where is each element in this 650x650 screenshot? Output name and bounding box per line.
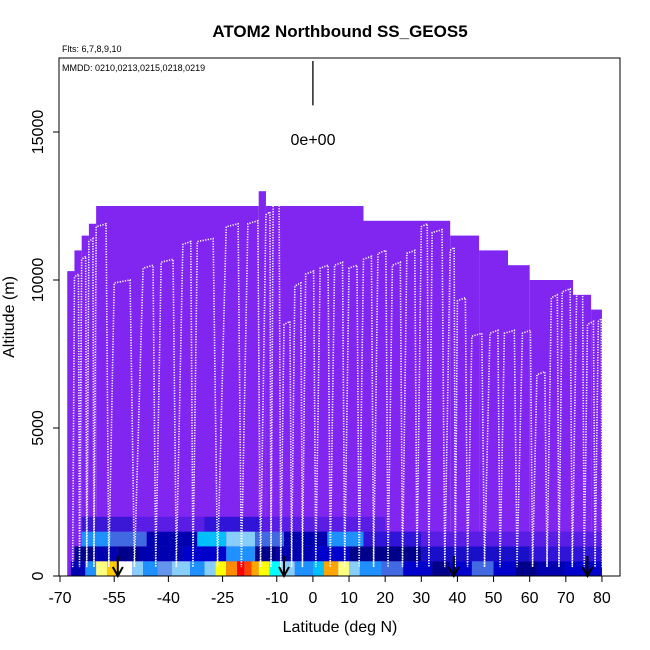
x-tick-label: -25 xyxy=(211,590,234,607)
heat-cell xyxy=(237,561,245,576)
heat-cell xyxy=(74,546,97,562)
heat-cell xyxy=(172,561,191,576)
heat-cell xyxy=(493,561,516,576)
heat-cell xyxy=(85,561,97,576)
heat-cell xyxy=(529,546,602,562)
heat-cell xyxy=(284,531,328,547)
x-tick-label: 50 xyxy=(485,590,503,607)
x-axis: -70 -55 -40 -25 -10 0 10 20 30 40 50 60 70 80 xyxy=(48,576,611,607)
heat-cell xyxy=(403,561,433,576)
heat-cell xyxy=(96,546,118,562)
field-column xyxy=(81,235,89,576)
y-tick-label: 0 xyxy=(30,571,47,580)
heat-cell xyxy=(312,546,350,562)
heat-cell xyxy=(117,546,140,562)
x-tick-label: 0 xyxy=(308,590,317,607)
heat-cell xyxy=(381,561,404,576)
heat-cell xyxy=(110,531,147,547)
heat-cell xyxy=(269,561,281,576)
heat-cell xyxy=(132,516,205,532)
y-tick-label: 15000 xyxy=(30,110,47,155)
heat-cell xyxy=(81,531,111,547)
heat-cell xyxy=(349,546,422,562)
flight-track xyxy=(71,201,603,568)
plot-area xyxy=(67,60,603,579)
heat-cell xyxy=(363,531,422,547)
heat-cell xyxy=(146,531,198,547)
field-column xyxy=(450,235,480,576)
heat-cell xyxy=(323,561,339,576)
heat-cell xyxy=(258,561,270,576)
x-tick-label: -10 xyxy=(265,590,288,607)
heat-cell xyxy=(338,561,350,576)
heat-cell xyxy=(276,546,313,562)
heat-cell xyxy=(132,561,144,576)
heat-cell xyxy=(139,546,183,562)
x-tick-label: 40 xyxy=(449,590,467,607)
field-column xyxy=(67,271,75,576)
heat-cell xyxy=(421,531,602,547)
x-tick-label: 60 xyxy=(521,590,539,607)
field-column xyxy=(258,191,266,576)
x-tick-label: 80 xyxy=(593,590,611,607)
heat-cell xyxy=(255,531,284,547)
heat-cell xyxy=(255,546,277,562)
heat-cell xyxy=(157,561,172,576)
heat-cell xyxy=(421,546,530,562)
heat-cell xyxy=(244,561,252,576)
x-tick-label: 10 xyxy=(340,590,358,607)
x-tick-label: 20 xyxy=(376,590,394,607)
heat-cell xyxy=(106,561,118,576)
heat-cell xyxy=(70,561,86,576)
heat-cell xyxy=(349,561,360,576)
x-axis-label: Latitude (deg N) xyxy=(283,619,398,636)
heat-cell xyxy=(262,516,386,532)
x-tick-label: -70 xyxy=(48,590,71,607)
heat-cell xyxy=(312,561,324,576)
heat-cell xyxy=(182,546,227,562)
y-axis: 0 5000 10000 15000 xyxy=(30,110,59,580)
heat-cell xyxy=(294,561,313,576)
x-tick-label: 30 xyxy=(412,590,430,607)
x-tick-label: -55 xyxy=(103,590,126,607)
heat-cell xyxy=(204,516,263,532)
field-column xyxy=(74,250,82,576)
heat-cell xyxy=(515,561,537,576)
heat-cell xyxy=(81,516,133,532)
x-tick-label: 70 xyxy=(557,590,575,607)
heat-cell xyxy=(143,561,158,576)
x-tick-label: -40 xyxy=(157,590,180,607)
flights-subtitle: Flts: 6,7,8,9,10 xyxy=(62,44,122,54)
heat-cell xyxy=(215,561,227,576)
colorscale-label: 0e+00 xyxy=(291,132,336,149)
plot-frame xyxy=(58,57,621,577)
heat-cell xyxy=(96,561,107,576)
field-column xyxy=(508,265,530,576)
y-axis-label: Altitude (m) xyxy=(1,276,18,358)
heat-cell xyxy=(197,531,227,547)
heat-cell xyxy=(471,561,494,576)
chart-title: ATOM2 Northbound SS_GEOS5 xyxy=(212,22,467,41)
y-tick-label: 5000 xyxy=(30,410,47,446)
heat-cell xyxy=(117,561,133,576)
heat-cell xyxy=(536,561,566,576)
heat-cell xyxy=(432,561,451,576)
heat-cell xyxy=(204,561,216,576)
heat-cell xyxy=(251,561,259,576)
dates-annotation: MMDD: 0210,0213,0215,0218,0219 xyxy=(62,63,205,73)
field-column xyxy=(88,223,97,576)
heat-cell xyxy=(226,561,238,576)
heat-cell xyxy=(359,561,382,576)
heat-cell xyxy=(190,561,205,576)
field-column xyxy=(591,309,602,576)
field-column xyxy=(573,294,592,576)
y-tick-label: 10000 xyxy=(30,258,47,303)
